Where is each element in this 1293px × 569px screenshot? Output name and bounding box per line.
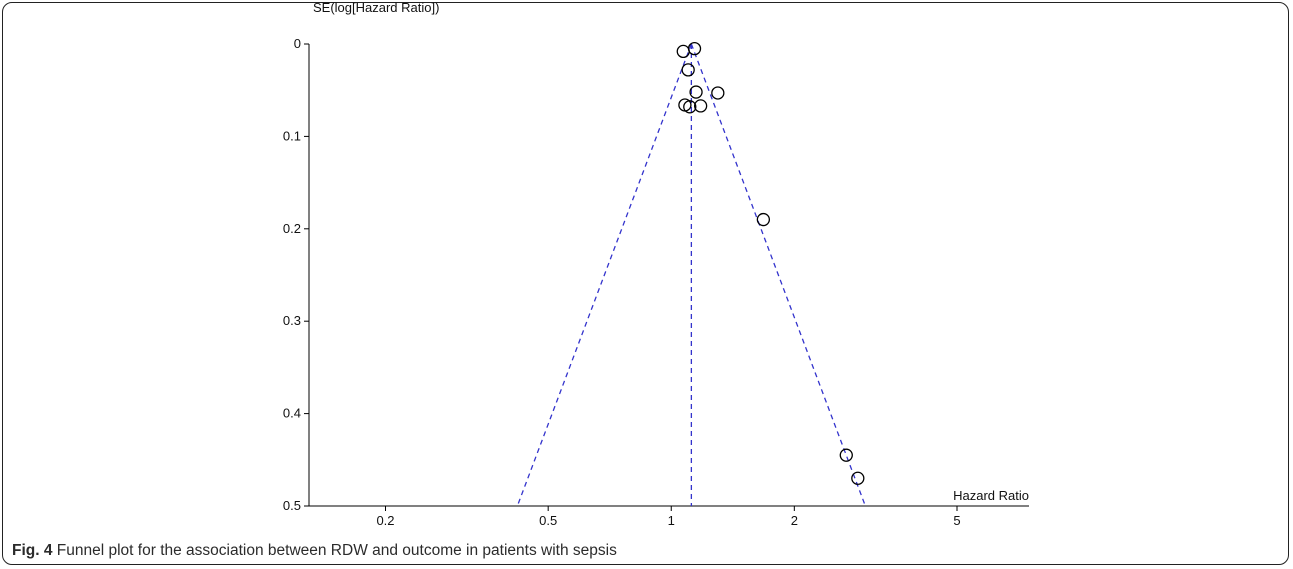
- data-points: [676, 41, 865, 485]
- funnel-left-line: [516, 43, 692, 507]
- y-tick-label: 0.3: [283, 313, 301, 328]
- y-tick-label: 0: [294, 36, 301, 51]
- y-axis: 0 0.1 0.2 0.3 0.4 0.5: [283, 36, 310, 513]
- x-tick-label: 1: [668, 513, 675, 528]
- y-tick-label: 0.5: [283, 498, 301, 513]
- figure-caption: Fig. 4 Funnel plot for the association b…: [12, 542, 617, 560]
- x-tick-label: 5: [953, 513, 960, 528]
- x-tick-label: 0.2: [376, 513, 394, 528]
- funnel-right-line: [690, 43, 866, 507]
- study-point: [689, 85, 703, 99]
- y-tick-label: 0.1: [283, 128, 301, 143]
- figure-label: Fig. 4: [12, 542, 53, 559]
- x-tick-label: 0.5: [539, 513, 557, 528]
- x-axis: 0.2 0.5 1 2 5: [309, 505, 1029, 528]
- study-point: [756, 212, 771, 227]
- y-tick-label: 0.4: [283, 406, 301, 421]
- study-point: [683, 100, 697, 114]
- study-point: [851, 471, 865, 485]
- study-point: [711, 86, 725, 100]
- study-point: [681, 63, 695, 77]
- y-axis-title: SE(log[Hazard Ratio]): [313, 0, 439, 15]
- y-tick-label: 0.2: [283, 221, 301, 236]
- funnel-lines: [516, 43, 866, 507]
- study-point: [839, 448, 853, 462]
- study-point: [693, 99, 708, 113]
- x-tick-label: 2: [791, 513, 798, 528]
- figure-caption-text: Funnel plot for the association between …: [56, 542, 617, 559]
- study-point: [687, 41, 702, 56]
- study-point: [676, 44, 690, 59]
- x-axis-title: Hazard Ratio: [953, 488, 1029, 503]
